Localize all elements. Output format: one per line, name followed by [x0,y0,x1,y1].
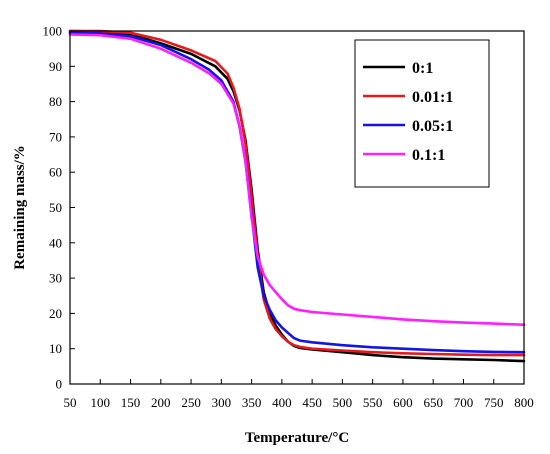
series-layer [68,29,526,363]
legend-box [354,39,490,188]
series-line-0 [68,29,526,363]
x-tick-label-15: 800 [514,395,534,410]
legend-label-2: 0.05:1 [412,118,453,135]
x-tick-label-12: 650 [423,395,443,410]
series-line-1 [68,29,526,357]
x-tick-label-1: 100 [91,395,111,410]
y-tick-label-8: 80 [49,94,62,109]
x-axis-title: Temperature/°C [245,430,349,446]
y-tick-label-4: 40 [49,235,62,250]
y-tick-label-3: 30 [49,271,62,286]
x-tick-label-0: 50 [64,395,77,410]
y-tick-label-6: 60 [49,165,62,180]
x-tick-label-4: 250 [181,395,201,410]
x-tick-label-9: 500 [333,395,353,410]
x-tick-label-5: 300 [212,395,232,410]
x-tick-label-7: 400 [272,395,292,410]
y-tick-label-1: 10 [49,341,62,356]
y-tick-label-9: 90 [49,59,62,74]
x-tick-label-8: 450 [302,395,322,410]
legend-label-0: 0:1 [412,60,433,77]
y-tick-label-7: 70 [49,129,62,144]
y-tick-label-2: 20 [49,306,62,321]
legend-label-3: 0.1:1 [412,147,445,164]
y-tick-label-0: 0 [56,377,63,392]
legend: 0:1 0.01:1 0.05:1 0.1:1 [354,39,490,188]
axes-layer: 50 100 150 200 250 300 350 400 450 500 550 600 650 70… [43,24,534,411]
series-line-3 [68,33,526,327]
x-tick-label-6: 350 [242,395,262,410]
x-tick-label-2: 150 [121,395,141,410]
x-tick-label-14: 750 [484,395,504,410]
legend-label-1: 0.01:1 [412,89,453,106]
series-line-2 [68,31,526,354]
y-tick-label-5: 50 [49,200,62,215]
x-tick-label-3: 200 [151,395,171,410]
y-axis-title: Remaining mass/% [12,145,28,270]
y-tick-label-10: 100 [43,24,63,39]
x-tick-label-11: 600 [393,395,413,410]
x-tick-label-10: 550 [363,395,383,410]
x-tick-label-13: 700 [454,395,474,410]
